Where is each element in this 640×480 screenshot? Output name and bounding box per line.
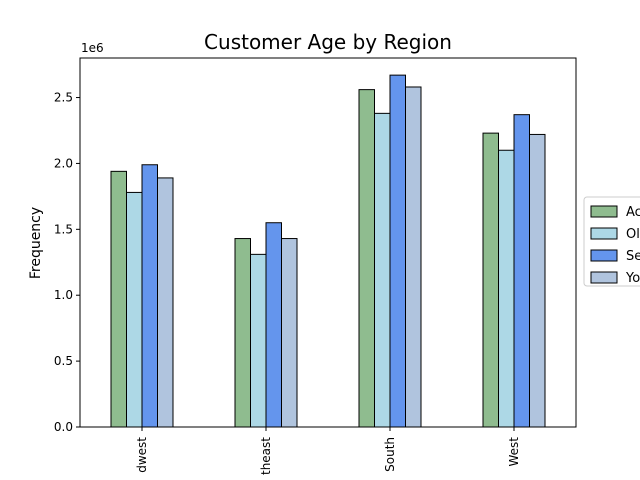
legend-frame bbox=[583, 196, 640, 287]
bar-ol-south bbox=[374, 112, 391, 428]
legend-label: Ol bbox=[626, 227, 640, 242]
y-tick-label: 0.5 bbox=[54, 354, 73, 368]
legend-swatch bbox=[590, 205, 618, 218]
legend-swatch bbox=[590, 271, 618, 284]
legend-label: Se bbox=[626, 249, 640, 264]
bar-ol-dwest bbox=[126, 191, 143, 428]
bar-yo-dwest bbox=[157, 177, 174, 428]
bar-ac-west bbox=[482, 132, 499, 428]
bar-se-theast bbox=[265, 222, 282, 428]
legend: Ac Ol Se Yo bbox=[583, 196, 640, 287]
bar-yo-theast bbox=[281, 238, 298, 428]
bar-ac-dwest bbox=[110, 170, 127, 428]
plot-area: 0.0 0.5 1.0 1.5 2.0 2.5 dwest theast South West bbox=[54, 57, 577, 475]
legend-swatch bbox=[590, 227, 618, 240]
y-tick-label: 1.5 bbox=[54, 222, 73, 236]
y-tick-label: 2.5 bbox=[54, 91, 73, 105]
bar-ac-south bbox=[358, 89, 375, 428]
x-tick-label: West bbox=[507, 437, 521, 467]
bar-ol-west bbox=[498, 149, 515, 428]
x-tick-label: theast bbox=[259, 437, 273, 475]
y-axis-label: Frequency bbox=[28, 207, 44, 279]
bar-se-dwest bbox=[141, 164, 158, 428]
bar-se-west bbox=[513, 114, 530, 428]
x-tick-label: South bbox=[383, 437, 397, 472]
legend-label: Ac bbox=[626, 205, 640, 220]
y-tick-label: 0.0 bbox=[54, 420, 73, 434]
axes-frame bbox=[79, 57, 577, 428]
bar-yo-west bbox=[529, 133, 546, 428]
y-tick-label: 1.0 bbox=[54, 288, 73, 302]
x-tick-label: dwest bbox=[135, 437, 149, 473]
bar-se-south bbox=[389, 74, 406, 428]
legend-swatch bbox=[590, 249, 618, 262]
chart-title: Customer Age by Region bbox=[204, 30, 452, 54]
bar-ac-theast bbox=[234, 238, 251, 428]
bar-yo-south bbox=[405, 86, 422, 428]
bar-ol-theast bbox=[250, 253, 267, 428]
y-offset-label: 1e6 bbox=[81, 41, 104, 55]
y-tick-label: 2.0 bbox=[54, 156, 73, 170]
legend-label: Yo bbox=[625, 271, 640, 286]
